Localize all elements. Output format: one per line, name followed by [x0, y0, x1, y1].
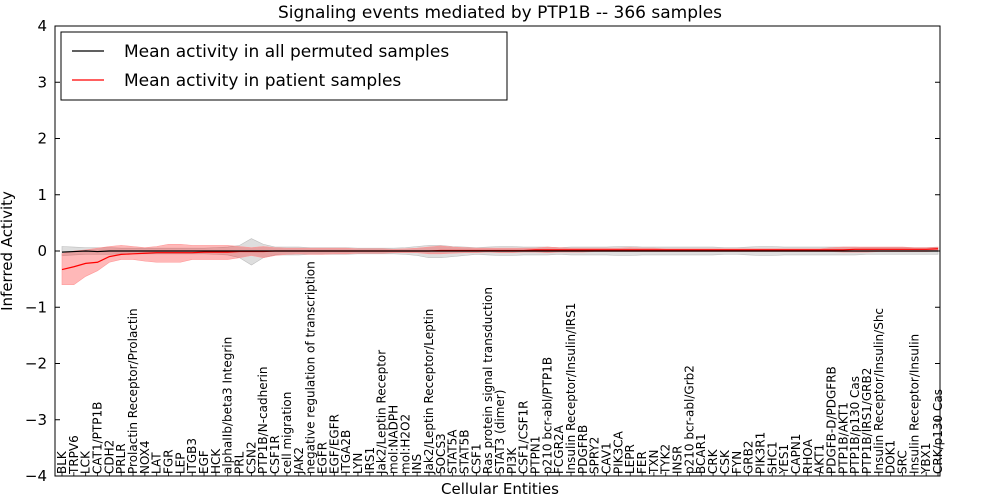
x-tick-label: PIK3R1	[753, 432, 767, 474]
x-tick-label: LEPR	[623, 444, 637, 474]
y-tick-label: −1	[25, 298, 47, 316]
legend-label: Mean activity in all permuted samples	[124, 42, 449, 62]
x-tick-label: FER	[635, 451, 649, 474]
x-tick-label: CSK	[718, 449, 732, 474]
x-tick-label: JAK2	[292, 447, 306, 475]
x-tick-label: EGFR	[315, 442, 329, 474]
x-tick-label: cell migration	[280, 392, 294, 474]
x-tick-label: TRPV6	[67, 435, 81, 475]
x-tick-label: PI3K	[505, 447, 519, 474]
x-tick-label: INS	[410, 454, 424, 474]
x-tick-label: PRL	[233, 451, 247, 474]
x-tick-label: CDH2	[102, 440, 116, 474]
x-tick-label: PIK3CA	[611, 430, 625, 474]
x-tick-label: Jak2/Leptin Receptor/Leptin	[422, 309, 436, 475]
x-tick-label: HCK	[209, 448, 223, 474]
x-tick-label: FCGR2A	[552, 424, 566, 474]
x-tick-label: TXN	[647, 449, 661, 475]
x-tick-label: SPRY2	[588, 437, 602, 474]
plot-frame	[54, 25, 941, 477]
x-tick-label: PRLR	[114, 443, 128, 474]
x-tick-label: p210 bcr-abl/PTP1B	[540, 357, 554, 474]
x-tick-label: PDGFB-D/PDGFRB	[824, 366, 838, 474]
x-tick-label: LAT	[150, 452, 164, 474]
x-tick-label: CAT1/PTP1B	[91, 402, 105, 474]
series-lines	[61, 248, 939, 271]
x-tick-label: PTPN1	[529, 436, 543, 474]
x-tick-label: LYN	[351, 453, 365, 474]
x-tick-label: mol:NADPH	[386, 405, 400, 474]
x-axis-label: Cellular Entities	[441, 480, 559, 498]
x-tick-label: FGR	[162, 449, 176, 474]
x-tick-label: AKT1	[813, 444, 827, 474]
x-tick-label: GRB2	[742, 440, 756, 474]
y-axis-label: Inferred Activity	[0, 191, 16, 311]
x-tick-label: EGF	[197, 450, 211, 474]
x-tick-label: DOK1	[884, 440, 898, 474]
x-tick-label: PDGFRB	[576, 425, 590, 474]
x-tick-label: FYN	[730, 451, 744, 474]
x-tick-label: Prolactin Receptor/Prolactin	[126, 308, 140, 474]
x-tick-label: Jak2/Leptin Receptor	[375, 350, 389, 475]
x-tick-label: CAPN1	[789, 434, 803, 474]
x-tick-label: CSN2	[244, 441, 258, 474]
band-permuted	[61, 238, 939, 266]
x-tick-label: CSF1	[469, 443, 483, 474]
x-tick-label: SOCS3	[434, 433, 448, 474]
x-tick-label: SHC1	[765, 441, 779, 474]
x-tick-label: alphaIIb/beta3 Integrin	[221, 337, 235, 474]
x-tick-label: ITGB3	[185, 438, 199, 474]
x-tick-label: PTP1B/p130 Cas	[848, 376, 862, 474]
x-tick-label: TYK2	[659, 444, 673, 475]
x-tick-label: NOX4	[138, 440, 152, 474]
x-tick-label: CRK/p130 Cas	[931, 389, 945, 474]
x-tick-label: LEP	[173, 452, 187, 474]
x-tick-label: negative regulation of transcription	[304, 261, 318, 474]
x-tick-label: ITGA2B	[339, 430, 353, 474]
x-tick-label: STAT5B	[457, 430, 471, 475]
x-tick-label: PTP1B/N-cadherin	[256, 367, 270, 474]
x-tick-label: Insulin Receptor/Insulin	[907, 334, 921, 474]
x-tick-label: PTP1B/AKT1	[836, 402, 850, 474]
x-tick-label: EGF/EGFR	[327, 414, 341, 474]
x-tick-label: INSR	[671, 446, 685, 474]
x-tick-label: SRC	[895, 450, 909, 474]
x-tick-label: PTP1B/IRS1/GRB2	[860, 368, 874, 474]
legend: Mean activity in all permuted samples Mea…	[60, 31, 508, 101]
x-tick-label: YES1	[777, 444, 791, 475]
x-tick-label: Insulin Receptor/Insulin/IRS1	[564, 303, 578, 474]
x-tick-label: Ras protein signal transduction	[481, 287, 495, 474]
x-tick-label: BCAR1	[694, 433, 708, 474]
chart-title: Signaling events mediated by PTP1B -- 36…	[278, 3, 722, 23]
y-tick-label: 3	[37, 73, 47, 91]
x-tick-label: CAV1	[600, 442, 614, 474]
y-tick-label: 1	[37, 186, 47, 204]
y-tick-label: −4	[25, 467, 47, 485]
x-tick-label: LCK	[79, 450, 93, 474]
x-tick-label: p210 bcr-abl/Grb2	[682, 365, 696, 474]
x-tick-label: Insulin Receptor/Insulin/Shc	[872, 308, 886, 474]
x-tick-label: CRK	[706, 448, 720, 474]
y-tick-label: 2	[37, 130, 47, 148]
y-tick-label: −2	[25, 355, 47, 373]
x-tick-label: mol:H2O2	[398, 414, 412, 474]
x-tick-label: YBX1	[919, 443, 933, 475]
x-tick-label: RHOA	[801, 438, 815, 474]
x-tick-label: STAT3 (dimer)	[493, 390, 507, 474]
series-line-permuted	[61, 250, 938, 253]
legend-label: Mean activity in patient samples	[124, 71, 401, 91]
legend-box	[60, 31, 508, 101]
x-tick-label: CSF1/CSF1R	[517, 401, 531, 474]
y-tick-label: −3	[25, 411, 47, 429]
x-tick-label: BLK	[55, 450, 69, 474]
y-tick-label: 4	[37, 17, 47, 35]
x-tick-label: IRS1	[363, 447, 377, 474]
y-tick-label: 0	[37, 242, 47, 260]
x-tick-label: STAT5A	[446, 429, 460, 474]
y-axis: 4 3 2 1 0 −1 −2 −3 −4	[25, 17, 940, 485]
x-tick-label: CSF1R	[268, 435, 282, 474]
